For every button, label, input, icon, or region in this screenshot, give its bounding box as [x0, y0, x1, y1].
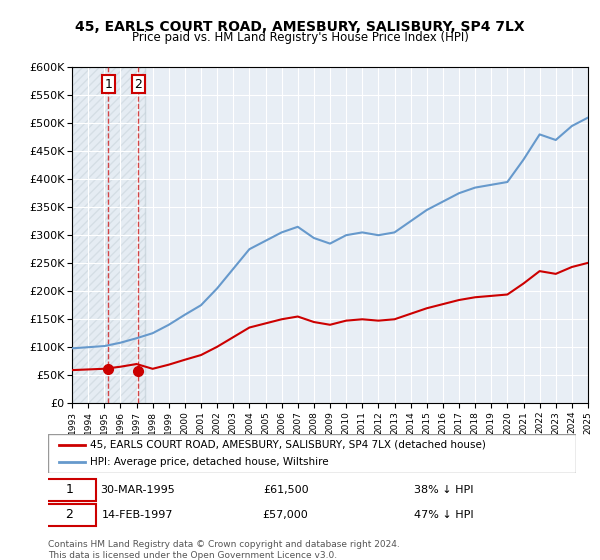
Text: Price paid vs. HM Land Registry's House Price Index (HPI): Price paid vs. HM Land Registry's House … — [131, 31, 469, 44]
FancyBboxPatch shape — [43, 479, 95, 501]
Text: 2: 2 — [65, 508, 73, 521]
Text: 1: 1 — [65, 483, 73, 496]
Text: 2: 2 — [134, 77, 142, 91]
Text: Contains HM Land Registry data © Crown copyright and database right 2024.
This d: Contains HM Land Registry data © Crown c… — [48, 540, 400, 560]
Text: £61,500: £61,500 — [263, 485, 308, 495]
Text: 14-FEB-1997: 14-FEB-1997 — [102, 510, 173, 520]
Text: 1: 1 — [104, 77, 112, 91]
Text: 47% ↓ HPI: 47% ↓ HPI — [414, 510, 474, 520]
FancyBboxPatch shape — [43, 503, 95, 526]
Bar — [72, 67, 145, 403]
Text: 38% ↓ HPI: 38% ↓ HPI — [414, 485, 474, 495]
FancyBboxPatch shape — [48, 434, 576, 473]
Text: £57,000: £57,000 — [263, 510, 308, 520]
Text: 45, EARLS COURT ROAD, AMESBURY, SALISBURY, SP4 7LX (detached house): 45, EARLS COURT ROAD, AMESBURY, SALISBUR… — [90, 440, 486, 450]
Text: 30-MAR-1995: 30-MAR-1995 — [100, 485, 175, 495]
Bar — [72, 67, 145, 403]
Text: 45, EARLS COURT ROAD, AMESBURY, SALISBURY, SP4 7LX: 45, EARLS COURT ROAD, AMESBURY, SALISBUR… — [75, 20, 525, 34]
Text: HPI: Average price, detached house, Wiltshire: HPI: Average price, detached house, Wilt… — [90, 457, 329, 467]
